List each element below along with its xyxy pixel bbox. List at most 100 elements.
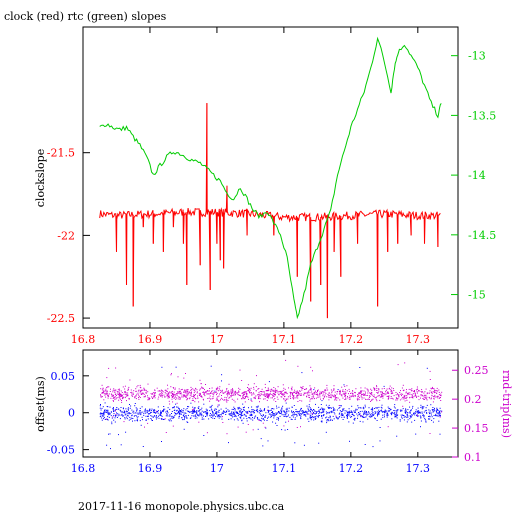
offset-point [319,412,321,414]
roundtrip-point [402,384,404,386]
offset-point [317,416,319,418]
roundtrip-point [160,389,162,391]
offset-point [302,410,304,411]
offset-point [309,417,311,419]
roundtrip-point [238,390,240,392]
roundtrip-point [346,385,348,387]
roundtrip-point [115,393,116,395]
offset-point [438,413,440,415]
roundtrip-point [132,395,134,397]
offset-point [349,440,350,442]
roundtrip-point [289,396,291,398]
offset-point [229,413,231,414]
offset-point [410,412,411,414]
roundtrip-point [395,392,397,393]
offset-point [205,408,207,410]
roundtrip-point [218,400,220,402]
x-tick-label: 17.3 [406,462,431,475]
roundtrip-point [376,400,378,402]
offset-point [117,415,119,417]
roundtrip-point [121,400,122,401]
roundtrip-point [136,393,138,395]
roundtrip-point [297,397,299,399]
offset-point [353,418,355,420]
roundtrip-point [423,398,425,400]
offset-point [286,416,287,418]
offset-point [420,420,422,422]
roundtrip-point [255,395,257,397]
offset-point [174,414,176,416]
offset-point [233,412,235,414]
roundtrip-point [400,390,401,392]
roundtrip-point [323,396,325,398]
offset-point [244,414,246,416]
offset-point [137,416,139,418]
roundtrip-point [215,399,217,401]
offset-point [434,407,435,409]
offset-point [428,411,430,413]
roundtrip-point [264,393,266,395]
roundtrip-point [268,397,270,399]
offset-point [230,418,232,420]
offset-point [306,411,308,413]
offset-point [366,414,368,416]
offset-point [286,411,288,413]
offset-point [126,416,128,418]
roundtrip-point [407,393,409,395]
offset-point [187,422,189,423]
offset-point [166,410,168,412]
roundtrip-point [190,393,192,395]
offset-point [151,415,153,417]
y2-tick-label: 0.1 [464,451,482,464]
offset-point [140,411,142,413]
roundtrip-point [328,395,330,397]
offset-point [273,417,275,419]
offset-point [267,417,268,419]
offset-point [291,412,293,414]
offset-point [316,411,318,413]
roundtrip-point [127,389,129,391]
roundtrip-point [333,388,335,390]
offset-point [265,412,267,414]
offset-point [235,415,237,417]
offset-point [276,407,278,409]
roundtrip-point [345,398,347,400]
offset-point [322,411,324,413]
offset-point [242,411,244,412]
offset-point [271,408,273,409]
offset-point [232,413,234,415]
offset-point [248,417,250,419]
roundtrip-point [342,393,344,395]
offset-point [298,411,300,413]
offset-point [237,419,239,421]
offset-point [237,412,239,414]
offset-point [328,404,330,406]
offset-point [233,415,235,417]
offset-point [211,411,213,412]
offset-point [302,412,304,414]
roundtrip-point [257,394,259,396]
offset-point [369,414,371,416]
offset-axis-label: offset(ms) [34,376,47,432]
offset-point [352,422,354,424]
offset-point [200,409,202,411]
roundtrip-point [275,401,277,402]
roundtrip-point [440,400,442,401]
offset-point [300,418,302,420]
offset-point [153,409,155,411]
roundtrip-point [202,398,204,400]
offset-point [219,414,221,416]
roundtrip-point [365,398,366,400]
roundtrip-point [353,396,355,398]
roundtrip-point [243,391,245,393]
offset-point [113,419,115,421]
offset-point [146,409,148,411]
offset-point [136,417,138,419]
offset-point [198,415,200,417]
roundtrip-point [314,391,316,393]
roundtrip-point [245,431,247,433]
roundtrip-point [234,391,236,393]
offset-point [382,411,384,413]
roundtrip-point [349,398,351,400]
offset-point [184,416,185,418]
